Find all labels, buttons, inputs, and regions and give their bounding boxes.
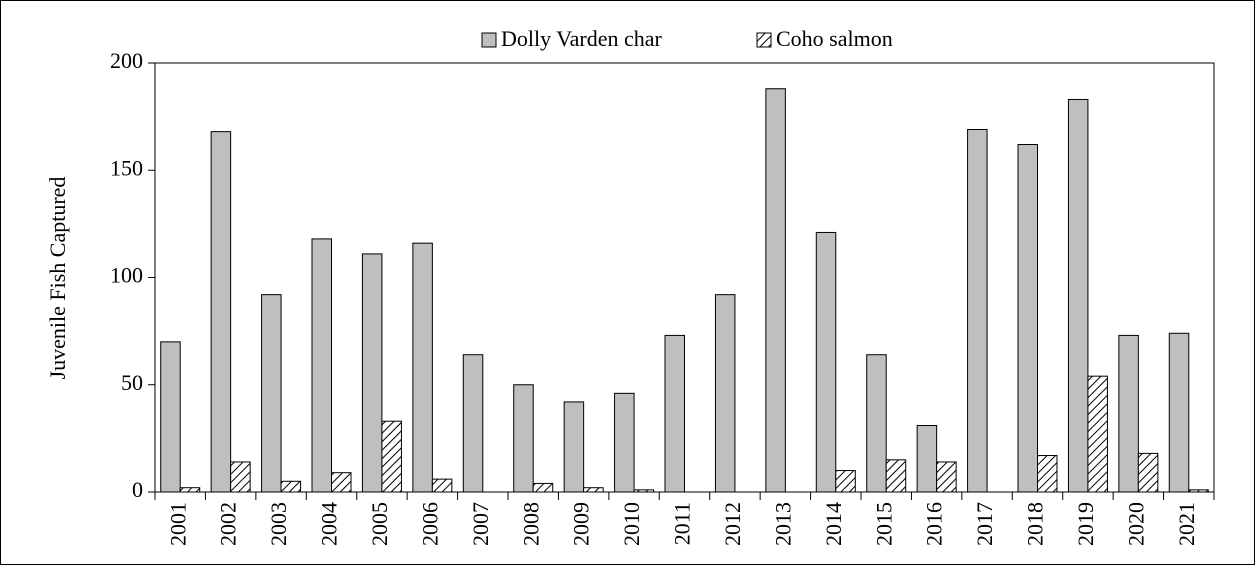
x-tick-label: 2016 — [922, 502, 947, 546]
x-tick-label: 2004 — [317, 502, 342, 546]
bar — [765, 88, 786, 493]
bar — [462, 354, 484, 493]
x-tick-label: 2008 — [518, 502, 543, 546]
bar — [967, 128, 988, 493]
bar — [381, 420, 402, 493]
x-tick-label: 2018 — [1023, 502, 1048, 546]
bar — [179, 487, 201, 493]
bar — [614, 392, 635, 493]
legend-label: Dolly Varden char — [501, 26, 663, 51]
bar — [1168, 332, 1190, 493]
bar — [230, 461, 251, 493]
bar — [936, 461, 957, 493]
bar — [160, 341, 181, 493]
x-tick-label: 2002 — [216, 502, 241, 546]
bar — [714, 294, 736, 493]
legend-swatch — [481, 32, 497, 48]
bar — [331, 472, 352, 493]
bar — [1137, 452, 1159, 493]
y-axis-label: Juvenile Fish Captured — [45, 177, 70, 380]
y-tick-label: 0 — [132, 477, 143, 502]
x-tick-label: 2009 — [569, 502, 594, 546]
x-tick-label: 2013 — [770, 502, 795, 546]
bar — [835, 470, 856, 493]
bar — [916, 425, 938, 493]
bar — [431, 478, 453, 493]
legend-label: Coho salmon — [776, 26, 893, 51]
x-tick-label: 2014 — [821, 502, 846, 546]
x-tick-label: 2006 — [417, 502, 442, 546]
x-tick-label: 2021 — [1174, 502, 1199, 546]
x-tick-label: 2010 — [619, 502, 644, 546]
bar — [1017, 144, 1038, 493]
bar — [513, 384, 534, 493]
bar — [885, 459, 907, 493]
x-tick-label: 2011 — [670, 502, 695, 545]
x-tick-label: 2015 — [871, 502, 896, 546]
bar — [563, 401, 585, 493]
x-tick-label: 2012 — [720, 502, 745, 546]
bar — [280, 480, 302, 493]
bar — [583, 487, 604, 493]
x-tick-label: 2019 — [1073, 502, 1098, 546]
bar — [866, 354, 887, 493]
bar — [1118, 334, 1139, 493]
bar — [815, 231, 837, 493]
bar — [210, 131, 232, 493]
x-tick-label: 2001 — [165, 502, 190, 546]
x-tick-label: 2017 — [972, 502, 997, 546]
y-tick-label: 200 — [110, 48, 143, 73]
bar — [532, 482, 554, 493]
legend-swatch — [756, 32, 772, 48]
bar — [664, 334, 685, 493]
bar — [1037, 455, 1058, 493]
y-tick-label: 150 — [110, 155, 143, 180]
bar — [1087, 375, 1108, 493]
bar — [311, 238, 332, 493]
x-tick-label: 2020 — [1123, 502, 1148, 546]
y-tick-label: 100 — [110, 263, 143, 288]
bar — [361, 253, 383, 493]
bar — [261, 294, 282, 493]
bar — [412, 242, 433, 493]
bar — [1067, 98, 1089, 493]
x-tick-label: 2007 — [468, 502, 493, 546]
x-tick-label: 2005 — [367, 502, 392, 546]
x-tick-label: 2003 — [266, 502, 291, 546]
y-tick-label: 50 — [121, 370, 143, 395]
